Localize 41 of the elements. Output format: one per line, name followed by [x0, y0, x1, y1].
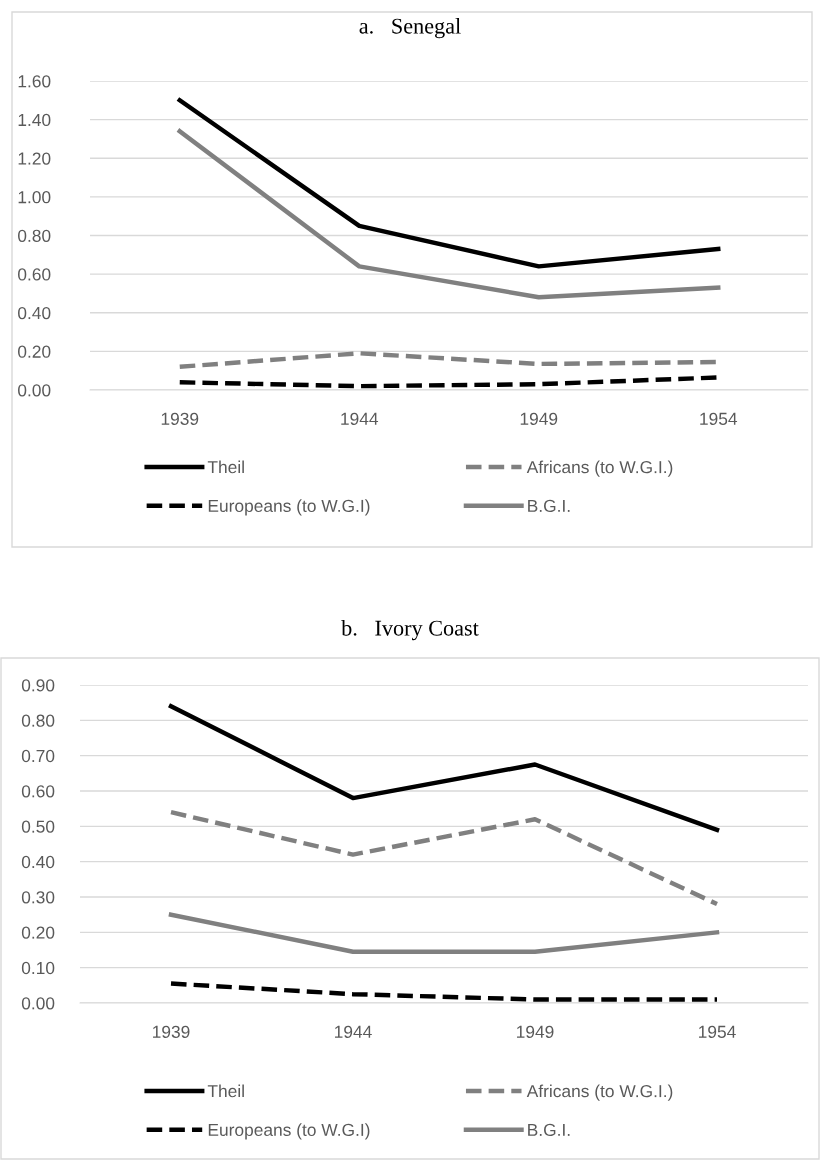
y-tick-label: 1.20 [18, 152, 51, 165]
line-series [168, 703, 720, 833]
y-tick-label: 0.40 [18, 306, 51, 320]
y-tick-label: 0.70 [21, 749, 55, 763]
y-tick-label: 1.60 [18, 75, 51, 88]
legend-label: Africans (to W.G.I.) [526, 460, 673, 477]
y-tick-label: 1.40 [18, 113, 51, 127]
y-tick-label: 0.00 [18, 384, 51, 397]
y-tick-label: 0.60 [21, 785, 55, 798]
y-tick-label: 0.80 [18, 229, 51, 242]
y-tick-label: 0.10 [21, 961, 55, 975]
y-tick-label: 1.00 [18, 191, 51, 204]
legend-label: Africans (to W.G.I.) [526, 1084, 673, 1101]
y-tick-label: 0.90 [21, 679, 55, 692]
x-tick-label: 1944 [335, 1025, 372, 1038]
x-tick-label: 1954 [700, 412, 738, 425]
y-tick-label: 0.00 [21, 997, 55, 1010]
legend-label: Europeans (to W.G.I) [208, 1123, 370, 1140]
legend-label: B.G.I. [528, 1123, 570, 1137]
y-tick-label: 0.20 [18, 345, 51, 358]
legend-label: Theil [207, 460, 244, 474]
chart-title: a. Senegal [359, 18, 461, 39]
y-tick-label: 0.30 [21, 891, 55, 904]
x-tick-label: 1949 [517, 1025, 554, 1038]
line-series [177, 128, 721, 300]
chart-title: b. Ivory Coast [341, 620, 479, 641]
y-tick-label: 0.20 [21, 926, 55, 939]
y-tick-label: 0.60 [18, 268, 51, 281]
x-tick-label: 1939 [153, 1025, 190, 1038]
x-tick-label: 1949 [520, 412, 558, 425]
legend-label: B.G.I. [528, 499, 570, 513]
legend-label: Theil [207, 1084, 244, 1098]
y-tick-label: 0.50 [21, 820, 55, 833]
x-tick-label: 1944 [341, 412, 379, 425]
x-tick-label: 1939 [161, 412, 199, 425]
y-tick-label: 0.40 [21, 855, 55, 869]
y-tick-label: 0.80 [21, 714, 55, 727]
legend-label: Europeans (to W.G.I) [208, 499, 370, 516]
line-series [168, 809, 720, 907]
x-tick-label: 1954 [699, 1025, 736, 1038]
line-series [177, 98, 721, 269]
